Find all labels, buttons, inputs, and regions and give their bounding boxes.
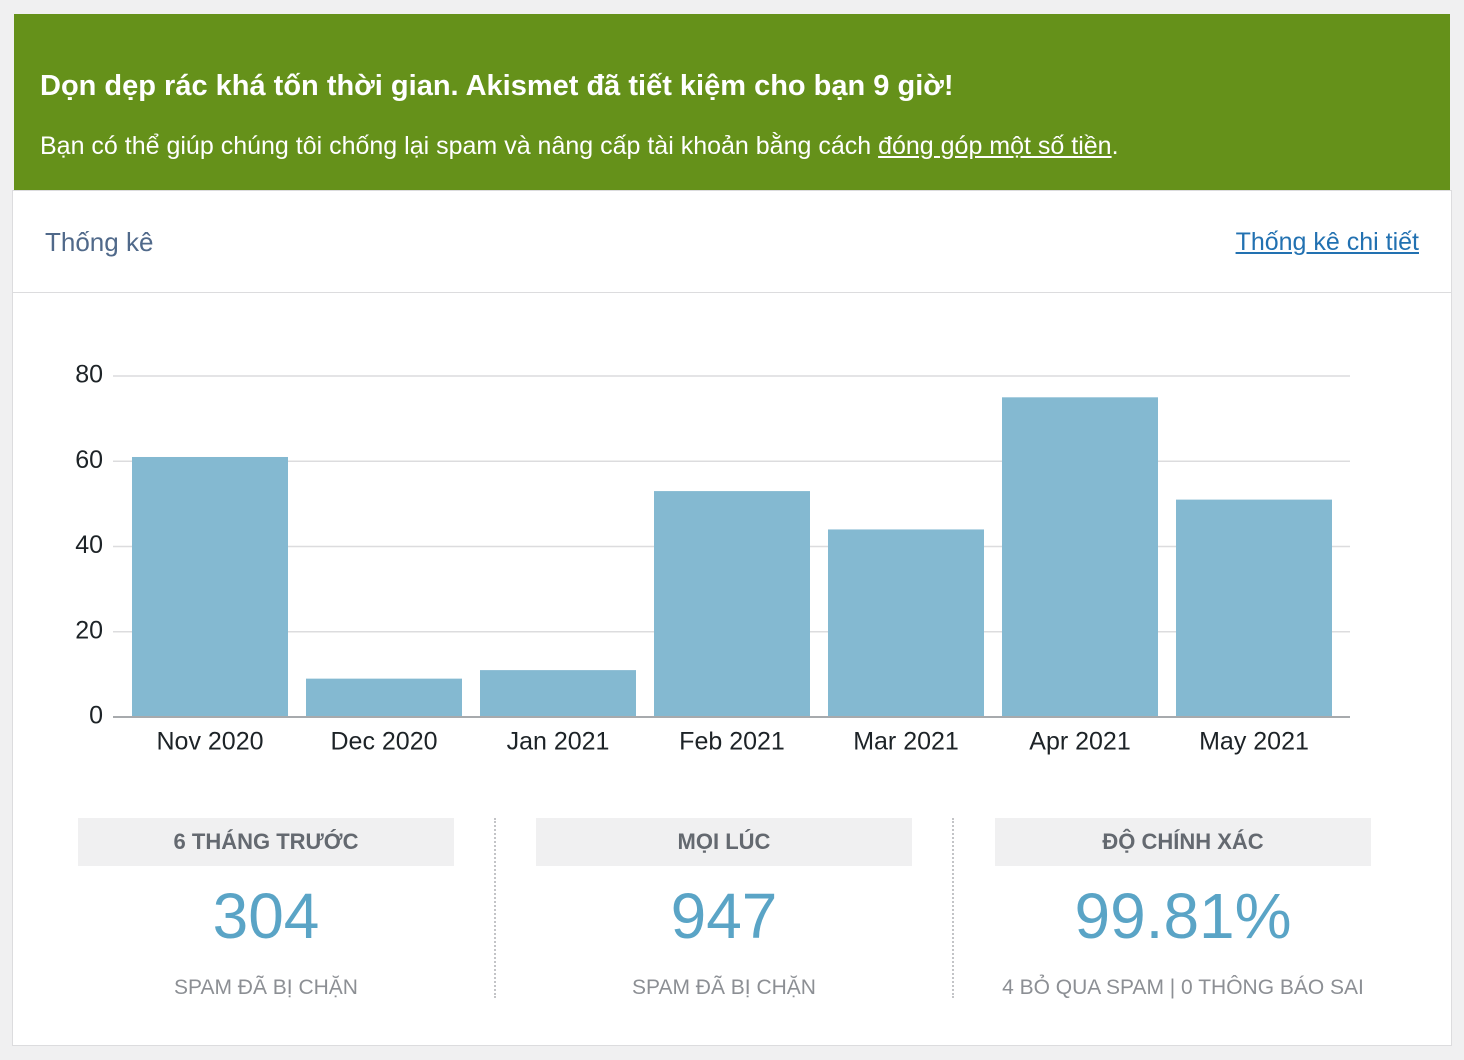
- y-tick-label: 80: [75, 361, 103, 389]
- x-tick-label: Jan 2021: [507, 728, 610, 756]
- stat: MỌI LÚC 947 SPAM ĐÃ BỊ CHẶN: [536, 818, 912, 1006]
- bar: [828, 529, 984, 717]
- stat: ĐỘ CHÍNH XÁC 99.81% 4 BỎ QUA SPAM | 0 THÔN…: [995, 818, 1371, 1006]
- stat-value: 99.81%: [1074, 880, 1292, 952]
- bar: [1002, 397, 1158, 717]
- bar: [132, 456, 288, 717]
- y-tick-label: 60: [75, 446, 103, 474]
- bar: [1176, 499, 1332, 717]
- x-tick-label: Mar 2021: [853, 728, 959, 756]
- stat-label: 6 THÁNG TRƯỚC: [78, 818, 454, 866]
- stat-value: 947: [670, 880, 778, 952]
- notice-title: Dọn dẹp rác khá tốn thời gian. Akismet đ…: [40, 70, 954, 102]
- stat-label: MỌI LÚC: [536, 818, 912, 866]
- bar: [480, 670, 636, 717]
- stat: 6 THÁNG TRƯỚC 304 SPAM ĐÃ BỊ CHẶN: [78, 818, 454, 1006]
- x-tick-label: Feb 2021: [679, 728, 785, 756]
- notice-text: Bạn có thể giúp chúng tôi chống lại spam…: [40, 132, 1119, 161]
- notice-text-after: .: [1111, 132, 1119, 160]
- stat-sublabel: SPAM ĐÃ BỊ CHẶN: [632, 976, 816, 999]
- notice: Dọn dẹp rác khá tốn thời gian. Akismet đ…: [14, 14, 1450, 190]
- x-tick-label: May 2021: [1199, 728, 1309, 756]
- x-tick-label: Nov 2020: [156, 728, 263, 756]
- x-tick-label: Apr 2021: [1029, 728, 1130, 756]
- bar: [306, 678, 462, 717]
- panel-header: Thống kê Thống kê chi tiết: [13, 191, 1451, 293]
- x-tick-label: Dec 2020: [330, 728, 437, 756]
- stat-sublabel: SPAM ĐÃ BỊ CHẶN: [174, 976, 358, 999]
- panel-title: Thống kê: [45, 227, 154, 257]
- bar: [654, 491, 810, 717]
- y-tick-label: 0: [89, 702, 103, 730]
- divider: [494, 818, 496, 998]
- stat-value: 304: [212, 880, 320, 952]
- y-tick-label: 20: [75, 616, 103, 644]
- notice-text-before: Bạn có thể giúp chúng tôi chống lại spam…: [40, 132, 879, 160]
- y-tick-label: 40: [75, 531, 103, 559]
- stat-sublabel: 4 BỎ QUA SPAM | 0 THÔNG BÁO SAI: [1002, 976, 1364, 999]
- divider: [952, 818, 954, 998]
- stat-label: ĐỘ CHÍNH XÁC: [995, 818, 1371, 866]
- donate-link[interactable]: đóng góp một số tiền: [878, 132, 1112, 160]
- chart: 0 20 40 60 80 Nov 2020 Dec 2020 Jan 2021 Feb 202…: [75, 361, 1350, 756]
- detail-link[interactable]: Thống kê chi tiết: [1235, 228, 1419, 256]
